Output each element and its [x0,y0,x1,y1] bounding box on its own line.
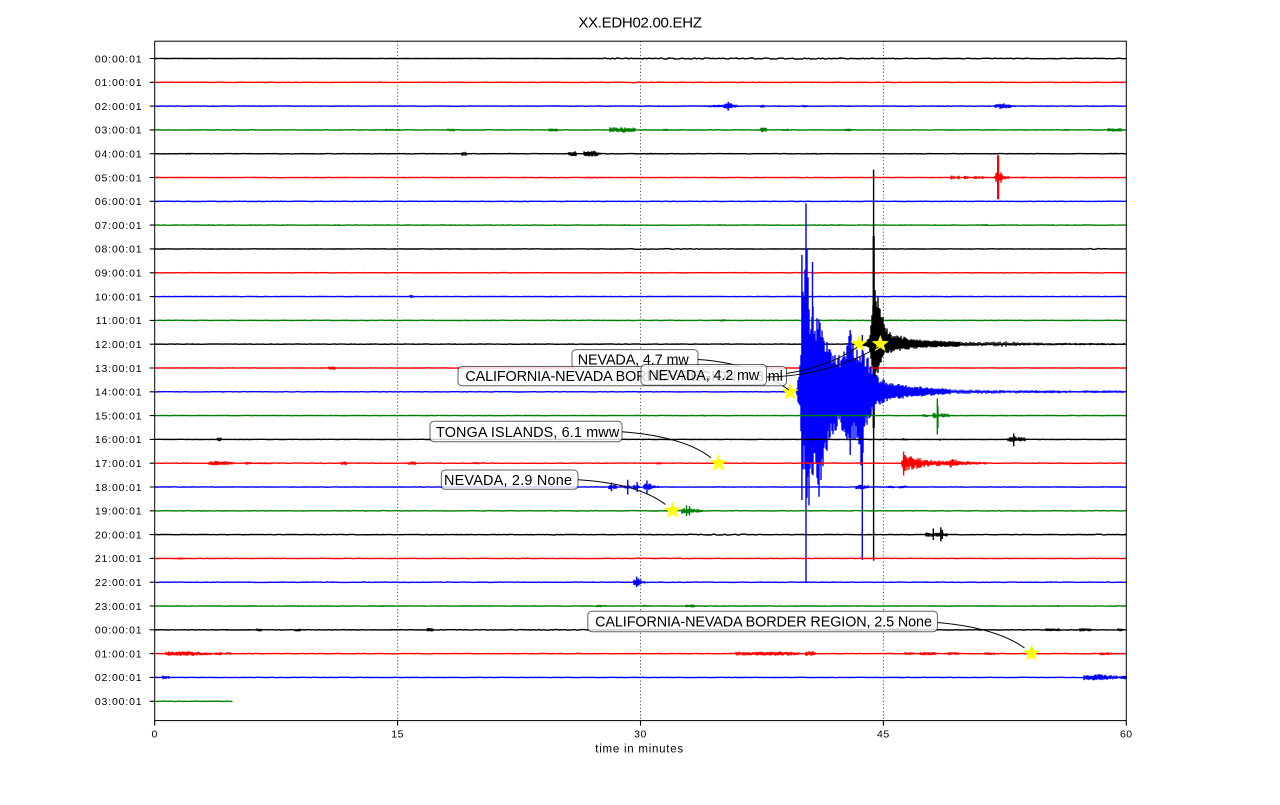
svg-text:02:00:01: 02:00:01 [95,101,143,113]
svg-text:0: 0 [152,728,158,740]
svg-text:04:00:01: 04:00:01 [95,149,143,161]
svg-text:02:00:01: 02:00:01 [95,672,143,684]
svg-text:30: 30 [634,728,647,740]
svg-text:16:00:01: 16:00:01 [95,434,143,446]
svg-text:00:00:01: 00:00:01 [95,625,143,637]
svg-text:17:00:01: 17:00:01 [95,458,143,470]
svg-text:NEVADA, 2.9 None: NEVADA, 2.9 None [444,473,572,489]
svg-text:19:00:01: 19:00:01 [95,506,143,518]
svg-text:05:00:01: 05:00:01 [95,172,143,184]
svg-text:15: 15 [391,728,404,740]
svg-text:TONGA ISLANDS, 6.1 mww: TONGA ISLANDS, 6.1 mww [436,425,620,441]
svg-text:08:00:01: 08:00:01 [95,244,143,256]
svg-text:18:00:01: 18:00:01 [95,482,143,494]
svg-text:01:00:01: 01:00:01 [95,77,143,89]
svg-text:NEVADA, 4.2 mw: NEVADA, 4.2 mw [648,368,760,384]
svg-text:XX.EDH02.00.EHZ: XX.EDH02.00.EHZ [578,15,701,32]
svg-text:07:00:01: 07:00:01 [95,220,143,232]
svg-text:45: 45 [877,728,890,740]
svg-text:06:00:01: 06:00:01 [95,196,143,208]
svg-text:time in minutes: time in minutes [595,743,684,755]
svg-text:21:00:01: 21:00:01 [95,553,143,565]
svg-text:14:00:01: 14:00:01 [95,387,143,399]
svg-text:CALIFORNIA-NEVADA BORDER REGIO: CALIFORNIA-NEVADA BORDER REGION, 2.5 Non… [595,615,932,631]
svg-text:00:00:01: 00:00:01 [95,53,143,65]
svg-text:20:00:01: 20:00:01 [95,529,143,541]
svg-text:22:00:01: 22:00:01 [95,577,143,589]
svg-text:12:00:01: 12:00:01 [95,339,143,351]
svg-text:10:00:01: 10:00:01 [95,291,143,303]
svg-text:03:00:01: 03:00:01 [95,125,143,137]
svg-text:03:00:01: 03:00:01 [95,696,143,708]
svg-text:09:00:01: 09:00:01 [95,268,143,280]
svg-text:15:00:01: 15:00:01 [95,410,143,422]
svg-text:23:00:01: 23:00:01 [95,601,143,613]
svg-text:13:00:01: 13:00:01 [95,363,143,375]
svg-text:11:00:01: 11:00:01 [96,315,143,327]
svg-text:60: 60 [1120,728,1133,740]
svg-text:01:00:01: 01:00:01 [95,648,143,660]
